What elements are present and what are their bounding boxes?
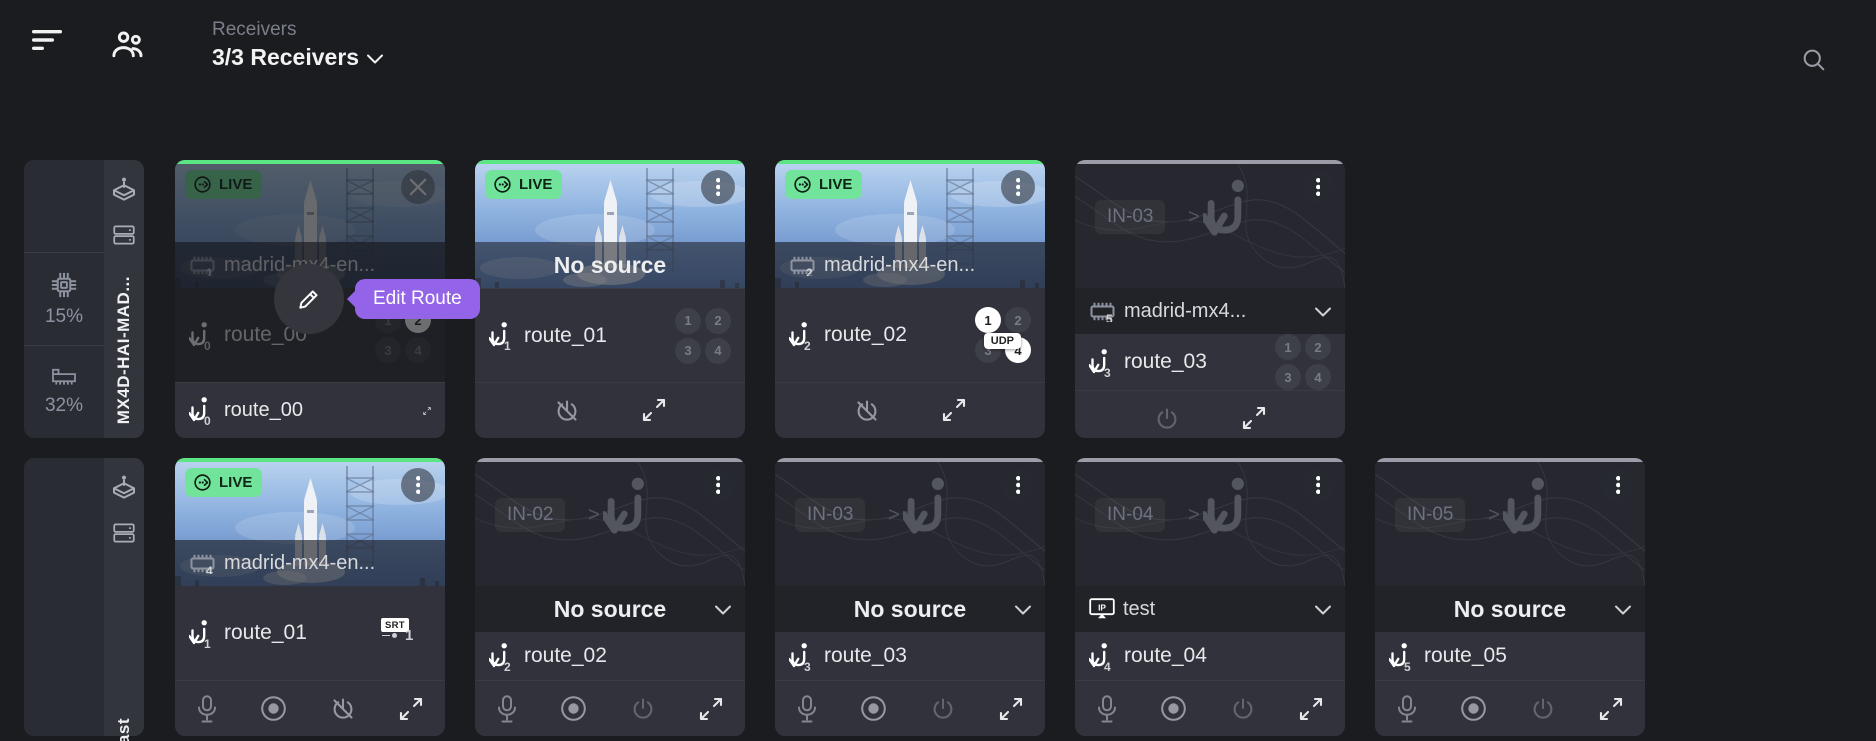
svg-text:IP: IP [1098,603,1106,613]
